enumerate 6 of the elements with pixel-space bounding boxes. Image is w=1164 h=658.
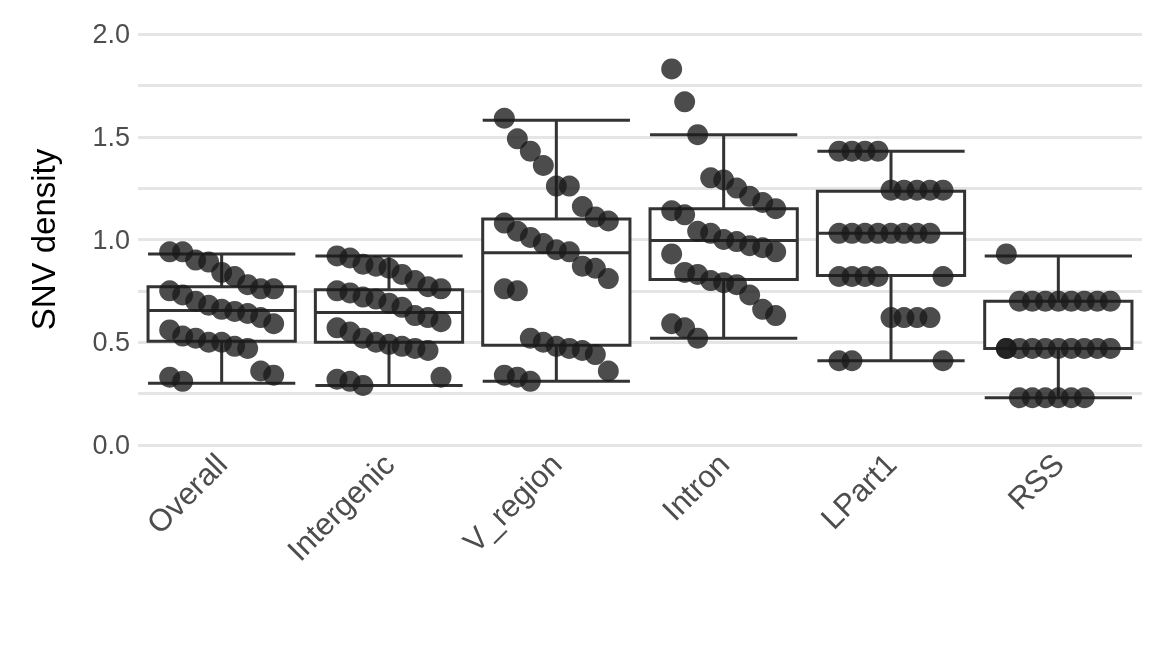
y-tick-label: 1.5 [92,121,130,152]
y-tick-label: 0.0 [92,430,130,460]
y-axis-title: SNV density [25,148,62,331]
y-tick-label: 1.0 [92,224,130,255]
y-tick-label: 2.0 [92,19,130,49]
y-tick-label: 0.5 [92,327,130,358]
